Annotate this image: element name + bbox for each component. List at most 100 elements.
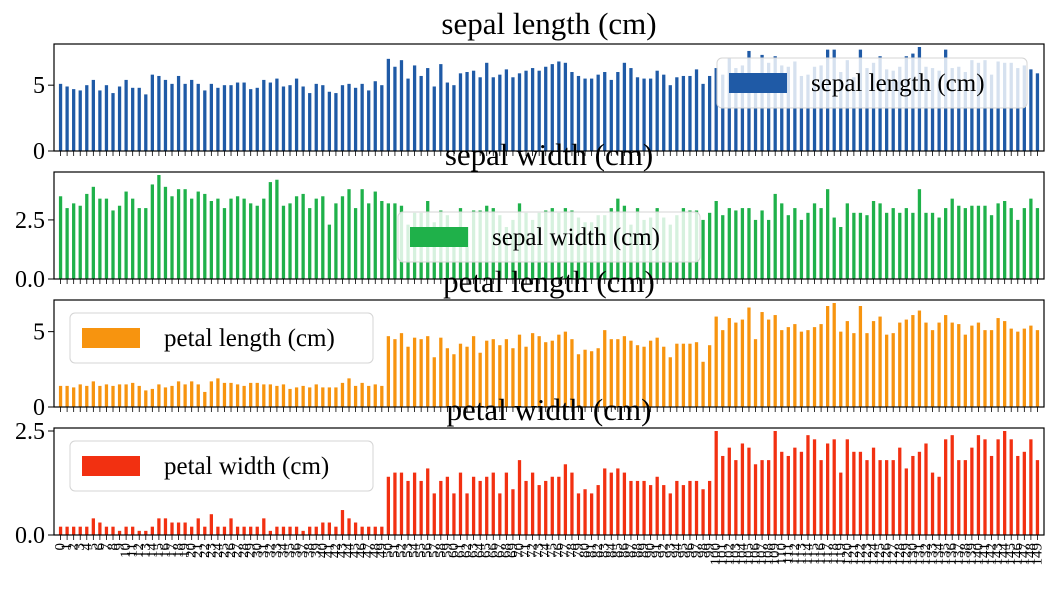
bar: [157, 175, 161, 279]
bar: [144, 390, 148, 407]
bar: [321, 85, 325, 151]
x-tick-label: 17: [164, 543, 180, 559]
x-tick-label: 127: [885, 543, 901, 566]
bar: [511, 489, 515, 535]
bar: [58, 83, 63, 151]
bar: [957, 324, 961, 407]
x-tick-label: 95: [675, 543, 691, 558]
bar: [740, 208, 745, 279]
x-tick-label: 30: [249, 543, 265, 558]
x-tick-label: 134: [931, 543, 947, 566]
x-tick-label: 25: [216, 543, 232, 558]
bar: [137, 385, 141, 407]
x-tick-label: 144: [997, 543, 1013, 566]
bar: [124, 526, 128, 535]
subplot-title: petal width (cm): [447, 392, 652, 427]
bar: [944, 208, 948, 279]
subplot-title: sepal width (cm): [445, 137, 653, 172]
bar: [452, 85, 456, 151]
x-tick-label: 90: [643, 543, 659, 558]
x-tick-label: 75: [544, 543, 560, 558]
bar: [963, 334, 967, 407]
axes-frame: [53, 171, 1045, 280]
bar: [786, 66, 790, 151]
bar: [255, 382, 259, 407]
x-tick-label: 9: [112, 543, 128, 551]
bar: [694, 342, 699, 407]
bar: [117, 86, 122, 151]
bar: [681, 485, 686, 535]
x-tick-label: 103: [728, 543, 744, 566]
bar: [209, 381, 213, 407]
bar: [648, 485, 653, 535]
x-tick-label: 123: [859, 543, 875, 566]
bar: [478, 77, 482, 151]
bar: [196, 191, 200, 279]
bar: [347, 83, 351, 151]
bar: [911, 455, 915, 535]
bar: [550, 64, 554, 151]
bar: [937, 322, 941, 407]
bar: [314, 526, 318, 535]
bar: [603, 72, 607, 151]
bar: [111, 385, 115, 407]
y-tick-label: 0: [33, 395, 45, 421]
x-tick-label: 37: [295, 543, 311, 559]
bar: [930, 330, 935, 407]
bar: [655, 337, 659, 407]
x-tick-label: 93: [662, 543, 678, 558]
bar: [321, 522, 325, 535]
bar: [753, 219, 758, 279]
bar: [832, 303, 836, 407]
x-tick-label: 145: [1003, 543, 1019, 566]
x-tick-label: 32: [262, 543, 278, 558]
bar: [898, 322, 902, 407]
x-tick-label: 10: [118, 543, 134, 558]
bar: [242, 385, 246, 407]
bar: [242, 198, 246, 279]
bar: [399, 60, 404, 151]
bar: [642, 78, 646, 151]
bar: [452, 354, 456, 407]
bar: [930, 472, 935, 535]
bar: [806, 330, 810, 407]
x-tick-label: 58: [433, 543, 449, 558]
bar: [891, 70, 895, 151]
bar: [576, 354, 581, 407]
bar: [235, 82, 240, 151]
bar: [334, 93, 338, 151]
bar: [786, 455, 790, 535]
bar: [347, 378, 351, 407]
bar: [124, 384, 128, 407]
legend-box: [716, 57, 1028, 109]
bar: [688, 480, 692, 535]
bar: [78, 384, 82, 407]
bar: [576, 493, 581, 535]
bar: [786, 215, 790, 279]
bar: [668, 493, 672, 535]
bar: [799, 219, 804, 279]
x-tick-label: 65: [479, 543, 495, 558]
bar: [793, 208, 797, 279]
bar: [78, 526, 82, 535]
bar: [885, 212, 889, 279]
x-tick-label: 41: [321, 543, 337, 558]
bar: [209, 201, 213, 279]
bar: [85, 385, 89, 407]
bar: [517, 460, 522, 535]
bar: [327, 224, 332, 279]
bar: [183, 384, 187, 407]
bar: [294, 526, 299, 535]
bar: [917, 189, 922, 279]
bar: [268, 530, 272, 535]
bar: [622, 336, 627, 407]
x-tick-label: 56: [420, 543, 436, 559]
bar: [504, 69, 509, 151]
bar: [373, 384, 377, 407]
bar: [229, 518, 233, 535]
bar: [498, 74, 502, 151]
bar: [596, 485, 600, 535]
bar: [668, 357, 672, 407]
x-tick-label: 80: [577, 543, 593, 558]
bar: [288, 526, 292, 535]
